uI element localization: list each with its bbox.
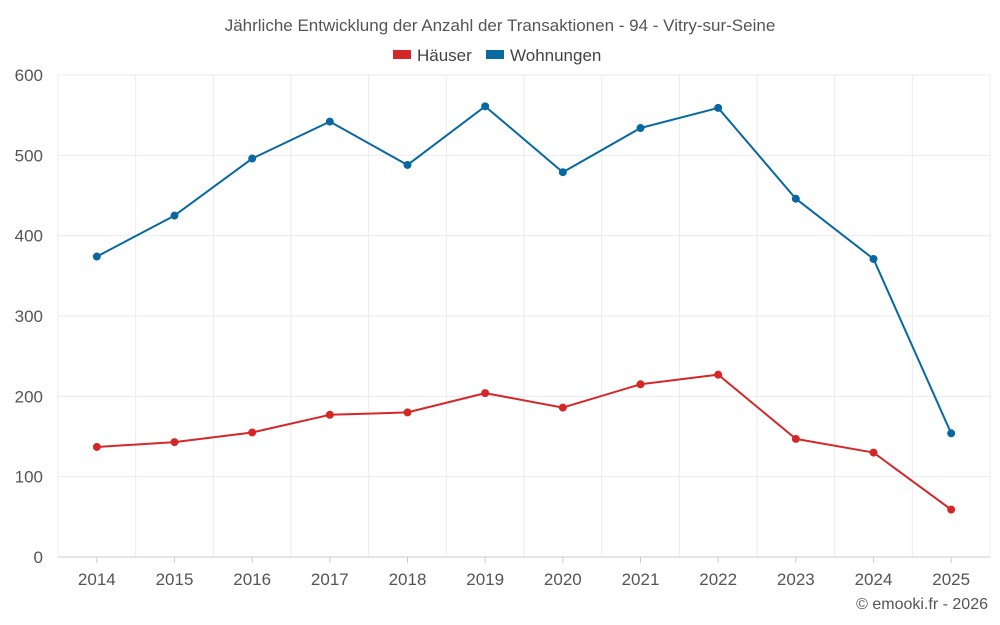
x-tick-label: 2019 bbox=[466, 570, 504, 589]
data-point bbox=[403, 160, 412, 169]
data-point bbox=[170, 211, 179, 220]
y-tick-label: 100 bbox=[15, 468, 43, 487]
legend-label: Wohnungen bbox=[510, 46, 601, 65]
legend: Häuser Wohnungen bbox=[393, 46, 601, 65]
data-point bbox=[248, 154, 257, 163]
chart-title: Jährliche Entwicklung der Anzahl der Tra… bbox=[225, 16, 776, 35]
series-line-wohnungen bbox=[96, 105, 953, 434]
x-tick-label: 2014 bbox=[78, 570, 116, 589]
credit-text: © emooki.fr - 2026 bbox=[856, 596, 988, 613]
data-point bbox=[481, 102, 490, 111]
y-tick-label: 500 bbox=[15, 146, 43, 165]
series-group bbox=[92, 102, 956, 514]
data-point bbox=[869, 254, 878, 263]
y-tick-label: 0 bbox=[34, 548, 43, 567]
data-point bbox=[947, 429, 956, 438]
data-point bbox=[325, 117, 334, 126]
data-point bbox=[248, 428, 257, 437]
x-tick-label: 2020 bbox=[544, 570, 582, 589]
x-tick-label: 2021 bbox=[622, 570, 660, 589]
data-point bbox=[403, 408, 412, 417]
data-point bbox=[558, 403, 567, 412]
data-point bbox=[791, 194, 800, 203]
x-tick-label: 2017 bbox=[311, 570, 349, 589]
data-point bbox=[714, 103, 723, 112]
data-point bbox=[92, 252, 101, 261]
data-point bbox=[92, 442, 101, 451]
data-point bbox=[481, 389, 490, 398]
data-point bbox=[170, 438, 179, 447]
data-point bbox=[714, 370, 723, 379]
series-line-haeuser bbox=[96, 373, 952, 511]
legend-swatch bbox=[486, 50, 504, 59]
data-point bbox=[947, 505, 956, 514]
x-tick-label: 2025 bbox=[932, 570, 970, 589]
axes: 0 100 200 300 400 500 600 2014 2015 2016 2017 2018 2… bbox=[15, 66, 990, 589]
y-tick-label: 300 bbox=[15, 307, 43, 326]
x-tick-label: 2024 bbox=[855, 570, 893, 589]
data-point bbox=[636, 124, 645, 133]
data-point bbox=[869, 448, 878, 457]
data-point bbox=[791, 434, 800, 443]
data-point bbox=[558, 168, 567, 177]
legend-swatch bbox=[393, 50, 411, 59]
y-tick-label: 400 bbox=[15, 227, 43, 246]
data-point bbox=[636, 380, 645, 389]
data-point bbox=[325, 410, 334, 419]
y-tick-label: 200 bbox=[15, 387, 43, 406]
x-tick-label: 2018 bbox=[389, 570, 427, 589]
x-tick-label: 2016 bbox=[233, 570, 271, 589]
y-tick-label: 600 bbox=[15, 66, 43, 85]
x-tick-label: 2022 bbox=[699, 570, 737, 589]
grid bbox=[57, 74, 991, 558]
legend-label: Häuser bbox=[417, 46, 472, 65]
x-tick-label: 2015 bbox=[156, 570, 194, 589]
x-tick-label: 2023 bbox=[777, 570, 815, 589]
